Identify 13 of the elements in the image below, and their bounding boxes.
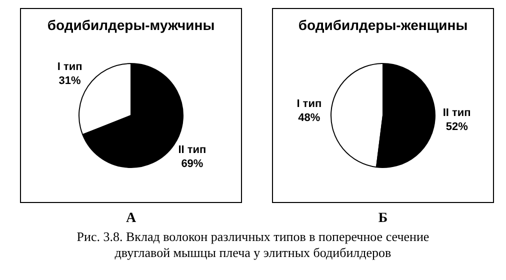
text: Рис. 3.8. Вклад волокон различных типов в поперечное сечение двуглавой мышцы плеча у элитных бодибилдеров xyxy=(76,228,430,261)
data-label: 52% xyxy=(446,121,468,134)
data-label: 31% xyxy=(58,74,82,87)
slice-label: I тип xyxy=(57,60,82,73)
slice-label: II тип xyxy=(178,144,206,156)
chart-title: бодибилдеры-женщины xyxy=(297,17,469,33)
slice-label: I тип xyxy=(296,98,322,110)
slice-label: II тип xyxy=(442,107,471,120)
text: Б xyxy=(377,211,389,227)
data-label: 48% xyxy=(298,112,320,124)
text: А xyxy=(124,211,138,227)
data-label: 69% xyxy=(181,158,204,170)
chart-title: бодибилдеры-мужчины xyxy=(46,17,216,33)
